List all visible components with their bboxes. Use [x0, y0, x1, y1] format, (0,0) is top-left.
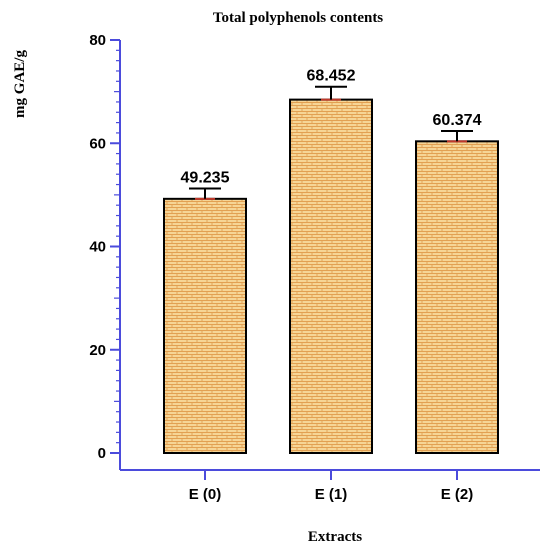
x-axis-ticks: E (0) E (1) E (2) — [189, 470, 474, 503]
x-tick-label: E (2) — [441, 486, 474, 503]
bar — [415, 140, 499, 455]
y-axis-label: mg GAE/g — [12, 50, 28, 118]
data-label: 68.452 — [307, 68, 356, 85]
bars: 49.235 68.452 60.374 — [163, 68, 499, 455]
y-tick-label: 40 — [89, 239, 106, 256]
y-tick-label: 0 — [98, 445, 106, 462]
x-tick-label: E (0) — [189, 486, 222, 503]
y-tick-label: 80 — [89, 32, 106, 49]
data-label: 60.374 — [433, 112, 482, 129]
y-axis-ticks: 0 20 40 60 80 — [89, 32, 120, 462]
y-tick-label: 20 — [89, 342, 106, 359]
chart-title: Total polyphenols contents — [213, 10, 383, 26]
x-axis-label: Extracts — [308, 529, 362, 545]
y-tick-label: 60 — [89, 135, 106, 152]
x-tick-label: E (1) — [315, 486, 348, 503]
data-label: 49.235 — [181, 169, 230, 186]
bar — [289, 98, 373, 454]
bar — [163, 197, 247, 454]
